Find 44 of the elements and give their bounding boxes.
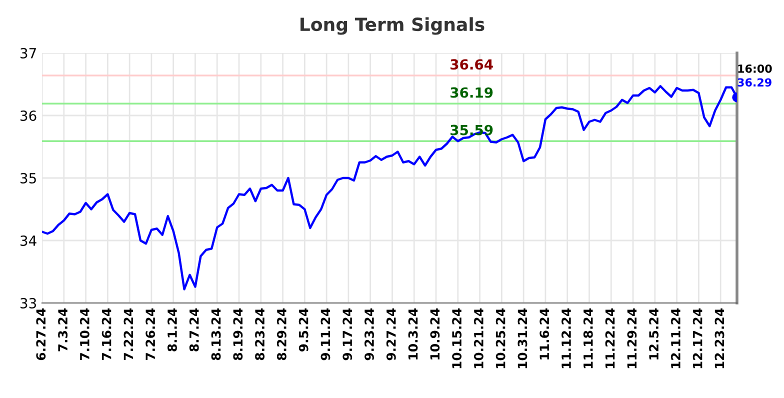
x-tick-label: 12.11.24 xyxy=(670,308,680,368)
x-tick-label: 10.31.24 xyxy=(518,308,528,368)
x-tick-label: 11.18.24 xyxy=(583,308,593,368)
x-tick-label: 11.22.24 xyxy=(605,308,615,368)
x-tick-label: 9.27.24 xyxy=(386,308,396,360)
y-tick-label: 35 xyxy=(20,172,36,184)
chart-title: Long Term Signals xyxy=(300,17,484,35)
x-tick-label: 11.12.24 xyxy=(562,308,571,368)
x-tick-label: 10.3.24 xyxy=(408,308,418,360)
x-tick-label: 12.5.24 xyxy=(649,308,659,360)
x-tick-label: 8.19.24 xyxy=(233,308,243,360)
x-tick-label: 10.9.24 xyxy=(430,308,440,360)
x-tick-label: 8.23.24 xyxy=(255,308,265,360)
x-tick-label: 11.29.24 xyxy=(627,308,637,368)
x-tick-label: 12.17.24 xyxy=(692,308,702,368)
x-tick-label: 7.3.24 xyxy=(58,308,68,352)
x-tick-label: 9.17.24 xyxy=(342,308,352,360)
x-tick-label: 7.26.24 xyxy=(146,308,156,360)
ref-line-label: 35.59 xyxy=(450,124,493,136)
y-tick-label: 34 xyxy=(20,235,36,246)
x-tick-label: 7.16.24 xyxy=(102,308,112,360)
ref-line-label: 36.19 xyxy=(450,87,493,98)
x-tick-label: 12.23.24 xyxy=(714,308,724,368)
x-tick-label: 8.29.24 xyxy=(276,308,286,360)
x-tick-label: 9.23.24 xyxy=(364,308,374,360)
x-tick-label: 8.7.24 xyxy=(189,308,199,352)
y-tick-label: 33 xyxy=(20,298,36,308)
x-tick-label: 8.13.24 xyxy=(211,308,221,360)
x-tick-label: 11.6.24 xyxy=(540,308,550,360)
text: 16:00 xyxy=(738,64,772,73)
text: 36.29 xyxy=(738,78,772,87)
y-tick-label: 37 xyxy=(20,48,36,58)
x-tick-label: 9.11.24 xyxy=(320,308,330,360)
y-tick-label: 36 xyxy=(20,110,36,121)
x-tick-label: 10.21.24 xyxy=(474,308,484,368)
x-tick-label: 7.22.24 xyxy=(124,308,134,360)
x-tick-label: 8.1.24 xyxy=(168,308,177,352)
x-tick-label: 10.15.24 xyxy=(452,308,462,368)
line-series xyxy=(42,85,737,290)
x-tick-label: 6.27.24 xyxy=(36,308,46,360)
x-tick-label: 10.25.24 xyxy=(496,308,506,368)
x-tick-label: 7.10.24 xyxy=(80,308,90,360)
ref-line-label: 36.64 xyxy=(450,59,493,70)
x-tick-label: 9.5.24 xyxy=(298,308,308,352)
